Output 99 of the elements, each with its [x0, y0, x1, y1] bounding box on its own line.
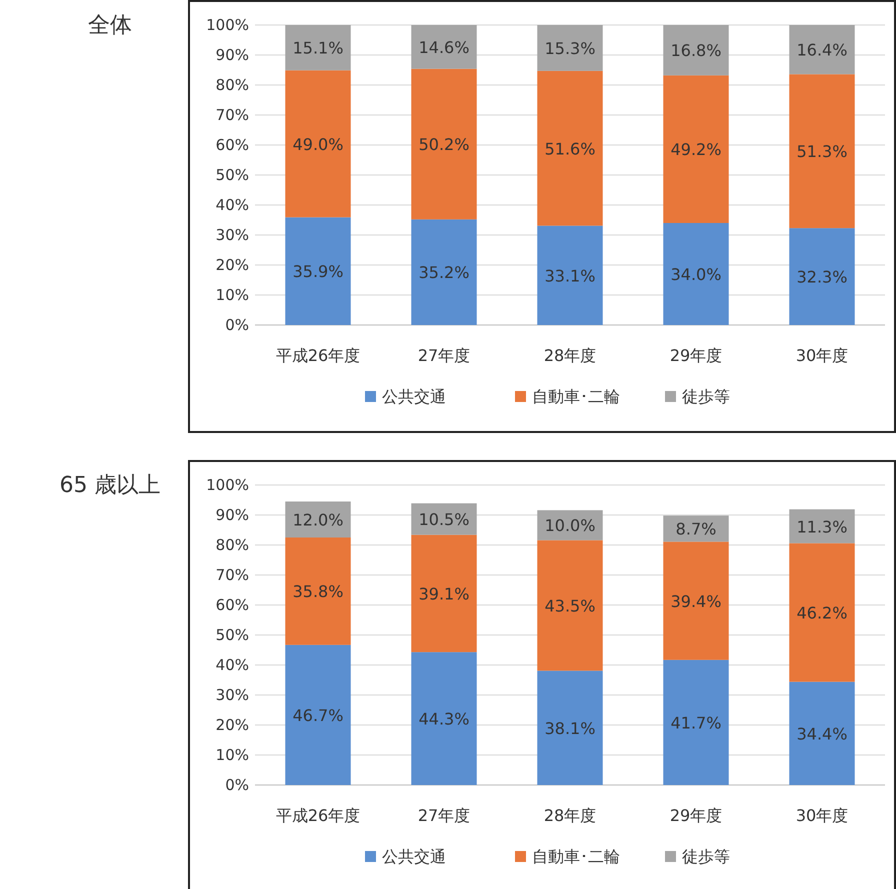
x-tick-label: 29年度: [670, 806, 722, 825]
data-label: 35.8%: [292, 582, 344, 602]
data-label: 39.4%: [670, 592, 722, 611]
data-label: 49.2%: [670, 140, 722, 160]
data-label: 51.6%: [544, 139, 596, 158]
bar: [663, 25, 729, 76]
bar: [789, 509, 855, 544]
y-tick-label: 50%: [216, 166, 249, 184]
data-label: 49.0%: [292, 134, 344, 154]
chart-title: 65 歳以上: [60, 473, 160, 498]
bar: [537, 670, 603, 785]
y-tick-label: 100%: [206, 16, 249, 34]
y-tick-label: 30%: [216, 226, 249, 244]
y-tick-label: 20%: [216, 256, 249, 274]
y-tick-label: 100%: [206, 476, 249, 494]
data-label: 44.3%: [418, 710, 470, 729]
y-tick-label: 90%: [216, 46, 249, 64]
x-tick-label: 平成26年度: [276, 806, 360, 825]
legend-label: 自動車･二輪: [532, 847, 620, 866]
bar: [411, 534, 477, 652]
y-tick-label: 0%: [225, 776, 249, 794]
y-tick-label: 40%: [216, 196, 249, 214]
bar: [411, 503, 477, 535]
bar: [789, 682, 855, 785]
legend-label: 公共交通: [382, 847, 446, 866]
y-tick-label: 20%: [216, 716, 249, 734]
y-tick-label: 10%: [216, 746, 249, 764]
bar: [789, 25, 855, 74]
y-tick-label: 70%: [216, 106, 249, 124]
bar: [663, 75, 729, 223]
data-label: 39.1%: [418, 584, 470, 604]
legend-label: 徒歩等: [682, 387, 730, 406]
legend-label: 自動車･二輪: [532, 387, 620, 406]
x-tick-label: 28年度: [544, 346, 596, 365]
bar: [789, 543, 855, 682]
data-label: 50.2%: [418, 135, 470, 154]
bar: [411, 68, 477, 220]
bar: [663, 542, 729, 660]
bar: [537, 25, 603, 71]
x-tick-label: 27年度: [418, 346, 470, 365]
data-label: 15.3%: [544, 38, 596, 58]
x-tick-label: 29年度: [670, 346, 722, 365]
data-label: 51.3%: [796, 142, 848, 162]
data-label: 11.3%: [796, 517, 848, 536]
data-label: 38.1%: [544, 718, 596, 738]
data-label: 15.1%: [292, 38, 344, 58]
y-tick-label: 80%: [216, 536, 249, 554]
y-tick-label: 0%: [225, 316, 249, 334]
y-tick-label: 70%: [216, 566, 249, 584]
bar: [411, 219, 477, 325]
bar: [663, 223, 729, 325]
bar: [789, 74, 855, 228]
y-tick-label: 60%: [216, 136, 249, 154]
bar: [285, 25, 351, 70]
bar: [537, 226, 603, 325]
data-label: 35.9%: [292, 262, 344, 282]
chart-title: 全体: [88, 13, 132, 38]
data-label: 14.6%: [418, 38, 470, 57]
legend-label: 徒歩等: [682, 847, 730, 866]
data-label: 16.4%: [796, 40, 848, 60]
y-tick-label: 30%: [216, 686, 249, 704]
bar: [285, 70, 351, 218]
legend-label: 公共交通: [382, 387, 446, 406]
data-label: 12.0%: [292, 510, 344, 530]
bar: [537, 70, 603, 226]
x-tick-label: 30年度: [796, 806, 848, 825]
bar: [285, 502, 351, 538]
data-label: 33.1%: [544, 266, 596, 286]
bar: [537, 540, 603, 671]
bar: [411, 25, 477, 69]
bar: [663, 516, 729, 542]
data-label: 8.7%: [676, 520, 716, 539]
data-label: 10.0%: [544, 516, 596, 536]
y-tick-label: 80%: [216, 76, 249, 94]
bar: [285, 644, 351, 785]
data-label: 34.4%: [796, 724, 848, 744]
data-label: 43.5%: [544, 596, 596, 616]
bar: [285, 217, 351, 325]
y-tick-label: 60%: [216, 596, 249, 614]
bar: [663, 660, 729, 785]
y-tick-label: 10%: [216, 286, 249, 304]
bar: [789, 228, 855, 325]
y-tick-label: 50%: [216, 626, 249, 644]
y-tick-label: 90%: [216, 506, 249, 524]
bar: [411, 652, 477, 785]
bar: [285, 538, 351, 645]
y-tick-label: 40%: [216, 656, 249, 674]
data-label: 41.7%: [670, 713, 722, 732]
data-label: 46.7%: [292, 706, 344, 725]
data-label: 34.0%: [670, 265, 722, 284]
x-tick-label: 27年度: [418, 806, 470, 825]
data-label: 16.8%: [670, 41, 722, 60]
data-label: 46.2%: [796, 604, 848, 622]
x-tick-label: 28年度: [544, 806, 596, 825]
data-label: 10.5%: [418, 510, 470, 530]
data-label: 32.3%: [796, 268, 848, 287]
x-tick-label: 30年度: [796, 346, 848, 365]
x-tick-label: 平成26年度: [276, 346, 360, 365]
data-label: 35.2%: [418, 263, 470, 282]
